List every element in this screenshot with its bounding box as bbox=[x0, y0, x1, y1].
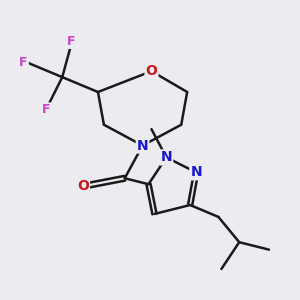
Text: F: F bbox=[19, 56, 28, 69]
Text: F: F bbox=[67, 35, 75, 48]
Text: N: N bbox=[160, 150, 172, 164]
Text: N: N bbox=[190, 165, 202, 179]
Text: O: O bbox=[146, 64, 158, 78]
Text: N: N bbox=[137, 139, 148, 152]
Text: F: F bbox=[42, 103, 50, 116]
Text: O: O bbox=[77, 179, 89, 193]
